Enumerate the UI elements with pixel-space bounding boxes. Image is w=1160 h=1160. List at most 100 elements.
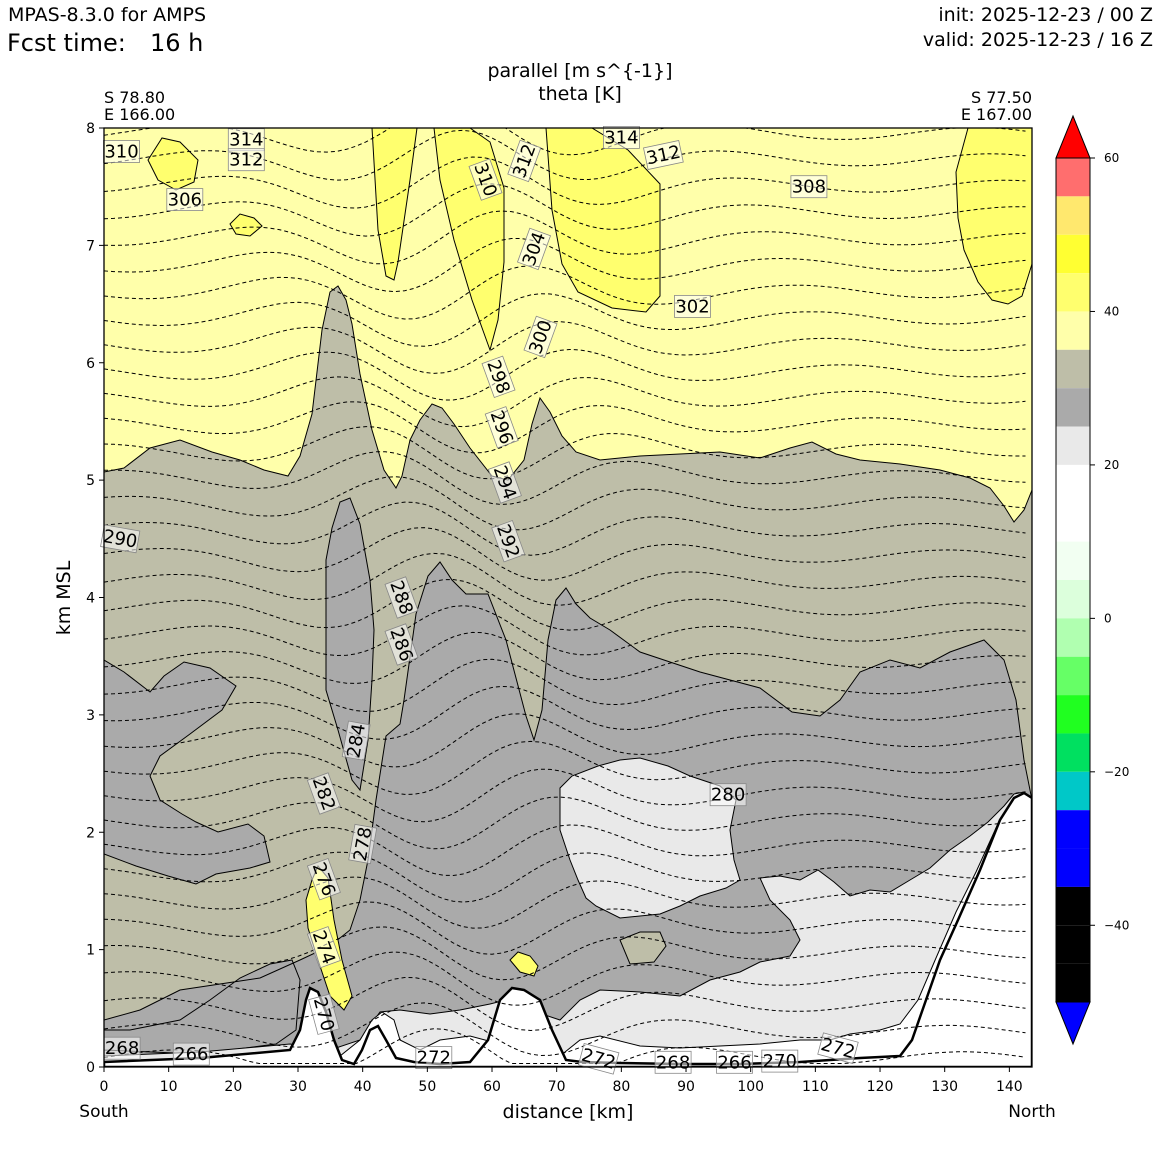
theta-contour-line: [104, 796, 1026, 850]
theta-label-box: [523, 315, 558, 359]
theta-label-box: [227, 148, 265, 172]
x-tick-label: 80: [612, 1079, 630, 1095]
theta-label-box: [306, 772, 341, 815]
theta-label-box: [415, 1046, 453, 1069]
colorbar-segment: [1056, 158, 1090, 197]
theta-label-box: [507, 139, 542, 183]
valid-time: valid: 2025-12-23 / 16 Z: [922, 29, 1153, 51]
x-tick-label: 20: [224, 1079, 242, 1095]
colorbar-segment: [1056, 273, 1090, 312]
theta-label-text: 308: [792, 177, 826, 198]
theta-label-text: 314: [229, 130, 263, 151]
theta-label: 268: [654, 1050, 692, 1074]
theta-label-box: [516, 227, 552, 271]
theta-label: 296: [484, 406, 519, 449]
theta-label-text: 266: [717, 1052, 751, 1073]
colorbar-tick-label: 20: [1104, 458, 1119, 472]
theta-label-box: [716, 1050, 753, 1074]
theta-label-text: 268: [656, 1052, 690, 1073]
theta-label-text: 302: [675, 296, 709, 317]
theta-contour-line: [104, 1028, 1026, 1064]
theta-label-box: [384, 576, 419, 619]
colorbar-segment: [1056, 810, 1090, 849]
colorbar-segment: [1056, 695, 1090, 734]
colorbar-segment: [1056, 886, 1090, 926]
forecast-time-value: 16 h: [150, 29, 204, 57]
fill-band-30-35: [147, 128, 1032, 352]
colorbar-segment: [1056, 848, 1090, 887]
end-direction: North: [1008, 1102, 1056, 1122]
small-patch-3: [619, 931, 667, 965]
y-tick-label: 8: [86, 121, 95, 137]
x-axis-ticks: 0 10 20 30 40 50 60 70 80 90 100 110 120 130 140: [100, 1067, 1023, 1095]
colorbar-segment: [1056, 580, 1090, 619]
theta-label-box: [654, 1050, 692, 1074]
theta-label: 270: [308, 993, 340, 1035]
theta-contour-line: [104, 376, 1026, 428]
x-tick-label: 30: [289, 1079, 307, 1095]
x-tick-label: 50: [418, 1079, 436, 1095]
theta-contour-line: [104, 348, 1026, 401]
theta-contour-line: [104, 501, 1026, 556]
theta-contour-line: [104, 401, 1026, 454]
theta-label-box: [384, 623, 419, 666]
theta-contour-line: [104, 552, 1026, 606]
y-tick-label: 1: [86, 943, 95, 959]
colorbar-segment: [1056, 541, 1090, 580]
theta-label-box: [306, 926, 341, 969]
theta-contour-line: [104, 210, 1026, 265]
theta-label: 310: [103, 140, 140, 163]
theta-contour-line: [104, 238, 1026, 293]
small-patch-2: [509, 951, 539, 977]
x-tick-label: 140: [996, 1079, 1023, 1095]
colorbar-segment: [1056, 618, 1090, 657]
colorbar-segment: [1056, 234, 1090, 274]
colorbar-segment: [1056, 349, 1090, 389]
y-axis-label: km MSL: [53, 560, 75, 635]
chart-subtitle: theta [K]: [538, 83, 622, 105]
colorbar-segment: [1056, 771, 1090, 811]
theta-label-box: [484, 406, 519, 449]
y-tick-label: 0: [86, 1060, 95, 1076]
theta-label: 306: [166, 188, 204, 212]
start-longitude: E 166.00: [104, 105, 176, 124]
theta-label-text: 314: [604, 127, 638, 148]
start-latitude: S 78.80: [104, 88, 166, 107]
theta-label-text: 272: [417, 1048, 451, 1069]
colorbar-segment: [1056, 656, 1090, 696]
colorbar-segment: [1056, 963, 1090, 1002]
theta-label: 312: [227, 148, 265, 172]
theta-label: 272: [415, 1046, 453, 1069]
theta-label-box: [166, 188, 204, 212]
theta-contour-line: [104, 426, 1026, 480]
colorbar-segment: [1056, 503, 1090, 542]
theta-contour-line: [104, 768, 1026, 823]
theta-contour-line: [104, 451, 1026, 506]
x-tick-label: 120: [867, 1079, 894, 1095]
theta-label: 314: [227, 128, 265, 152]
colorbar: 60 40 20 0 −20 −40: [1055, 114, 1129, 1046]
theta-label-box: [491, 520, 526, 563]
colorbar-segment: [1056, 388, 1090, 427]
colorbar-extend-max: [1055, 114, 1091, 159]
model-title: MPAS-8.3.0 for AMPS: [8, 4, 207, 26]
theta-contour-line: [104, 605, 1026, 657]
theta-contour-line: [104, 183, 1026, 237]
theta-contour-line: [104, 851, 1026, 903]
theta-contour-line: [104, 1002, 1026, 1057]
colorbar-tick-label: 40: [1104, 304, 1119, 318]
colorbar-segment: [1056, 464, 1090, 504]
theta-contour-line: [104, 658, 1026, 713]
colorbar-segment: [1056, 426, 1090, 465]
theta-label-text: 270: [763, 1051, 797, 1072]
theta-label-box: [817, 1032, 859, 1064]
x-tick-label: 60: [483, 1079, 501, 1095]
colorbar-extend-min: [1055, 1001, 1091, 1046]
theta-label: 268: [103, 1036, 141, 1060]
theta-contour-line: [104, 951, 1026, 1006]
x-tick-label: 100: [737, 1079, 764, 1095]
theta-label: 288: [384, 576, 419, 619]
theta-contour-line: [104, 527, 1026, 581]
x-tick-label: 10: [160, 1079, 178, 1095]
y-tick-label: 2: [86, 825, 95, 841]
